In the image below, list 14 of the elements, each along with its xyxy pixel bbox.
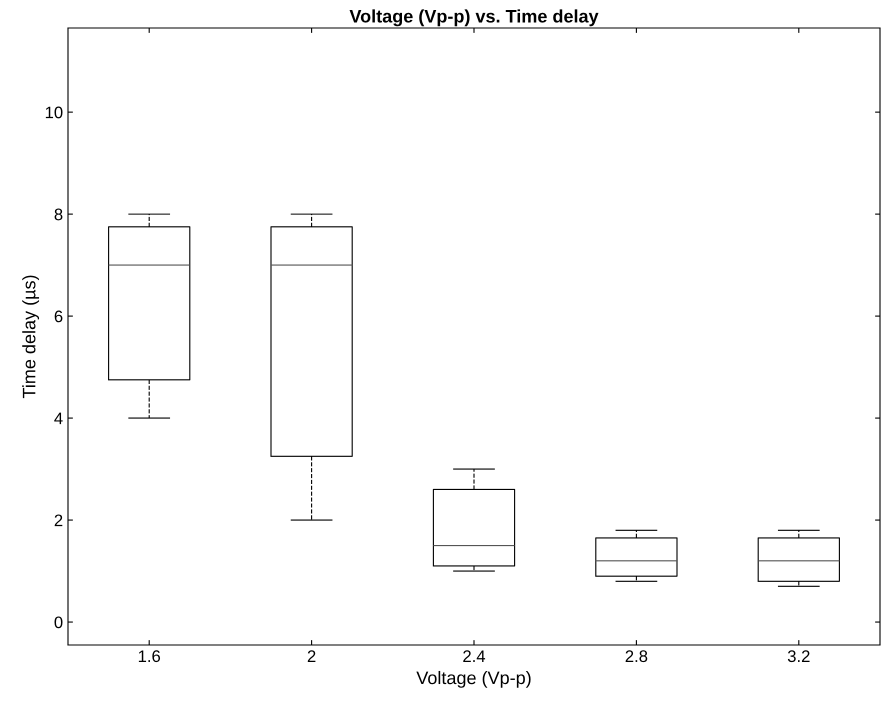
chart-title: Voltage (Vp-p) vs. Time delay <box>350 9 599 26</box>
x-tick-label: 3.2 <box>788 650 810 662</box>
x-tick-label: 2.4 <box>463 650 486 662</box>
y-tick-label: 2 <box>54 514 62 526</box>
y-tick-label: 8 <box>54 208 62 220</box>
y-tick-label: 6 <box>54 310 62 322</box>
y-tick-label: 4 <box>54 412 63 424</box>
x-tick-label: 2 <box>308 650 316 662</box>
y-tick-label: 0 <box>54 616 62 628</box>
y-axis-title: Time delay (µs) <box>22 276 40 398</box>
x-tick-label: 2.8 <box>626 650 648 662</box>
x-axis-title: Voltage (Vp-p) <box>416 670 531 688</box>
x-tick-label: 1.6 <box>138 650 160 662</box>
y-tick-label: 10 <box>46 106 62 118</box>
